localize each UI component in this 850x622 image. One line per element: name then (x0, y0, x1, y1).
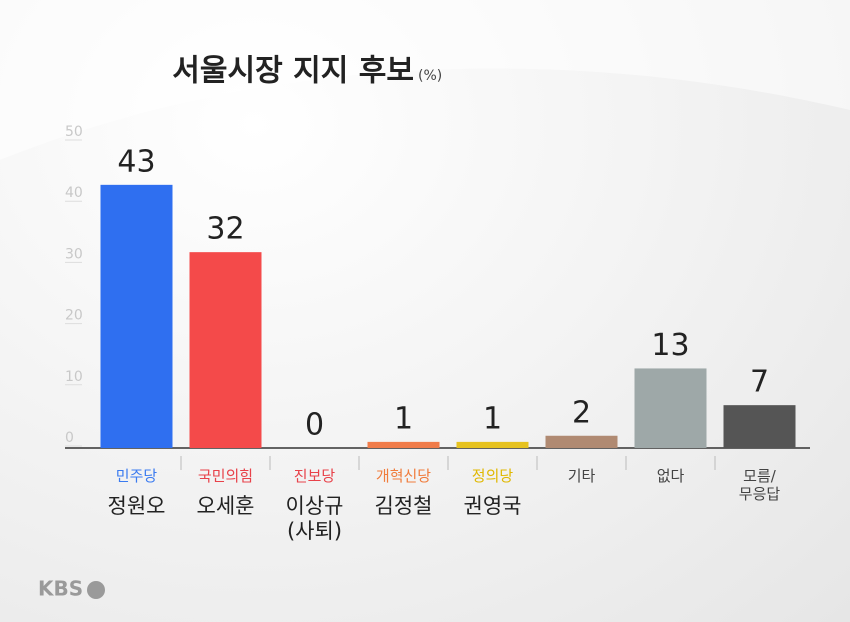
y-tick-label: 40 (65, 185, 83, 201)
category-label: 국민의힘 (197, 467, 254, 485)
value-label: 1 (483, 401, 502, 436)
logo: KBS (38, 577, 83, 601)
candidate-label: 김정철 (374, 494, 433, 518)
y-tick-label: 10 (65, 369, 83, 385)
bar (100, 184, 173, 448)
value-label: 13 (651, 328, 689, 363)
value-label: 1 (394, 401, 413, 436)
candidate-label: 이상규 (사퇴) (285, 494, 344, 544)
y-tick-label: 20 (65, 308, 83, 324)
category-label: 개혁신당 (375, 467, 432, 485)
value-label: 2 (572, 395, 591, 430)
category-label: 없다 (656, 467, 685, 485)
y-tick-label: 30 (65, 246, 83, 262)
candidate-label: 오세훈 (196, 494, 255, 518)
candidate-label: 정원오 (107, 494, 166, 518)
bar (545, 435, 618, 448)
bar (723, 405, 796, 448)
value-label: 0 (305, 408, 324, 443)
value-label: 43 (117, 144, 155, 179)
bar (189, 252, 262, 448)
value-label: 7 (750, 365, 769, 400)
category-label: 모름/ 무응답 (738, 467, 781, 503)
category-label: 정의당 (471, 467, 514, 485)
y-tick-label: 50 (65, 124, 83, 140)
bar (367, 441, 440, 448)
unit: (%) (418, 68, 442, 84)
value-label: 32 (206, 212, 244, 247)
chart-title: 서울시장 지지 후보 (172, 54, 414, 89)
candidate-label: 권영국 (463, 494, 522, 518)
category-label: 기타 (567, 467, 596, 485)
bar (634, 368, 707, 448)
y-tick-label: 0 (65, 430, 74, 446)
bar (456, 441, 529, 448)
category-label: 민주당 (115, 467, 158, 485)
category-label: 진보당 (293, 467, 336, 485)
